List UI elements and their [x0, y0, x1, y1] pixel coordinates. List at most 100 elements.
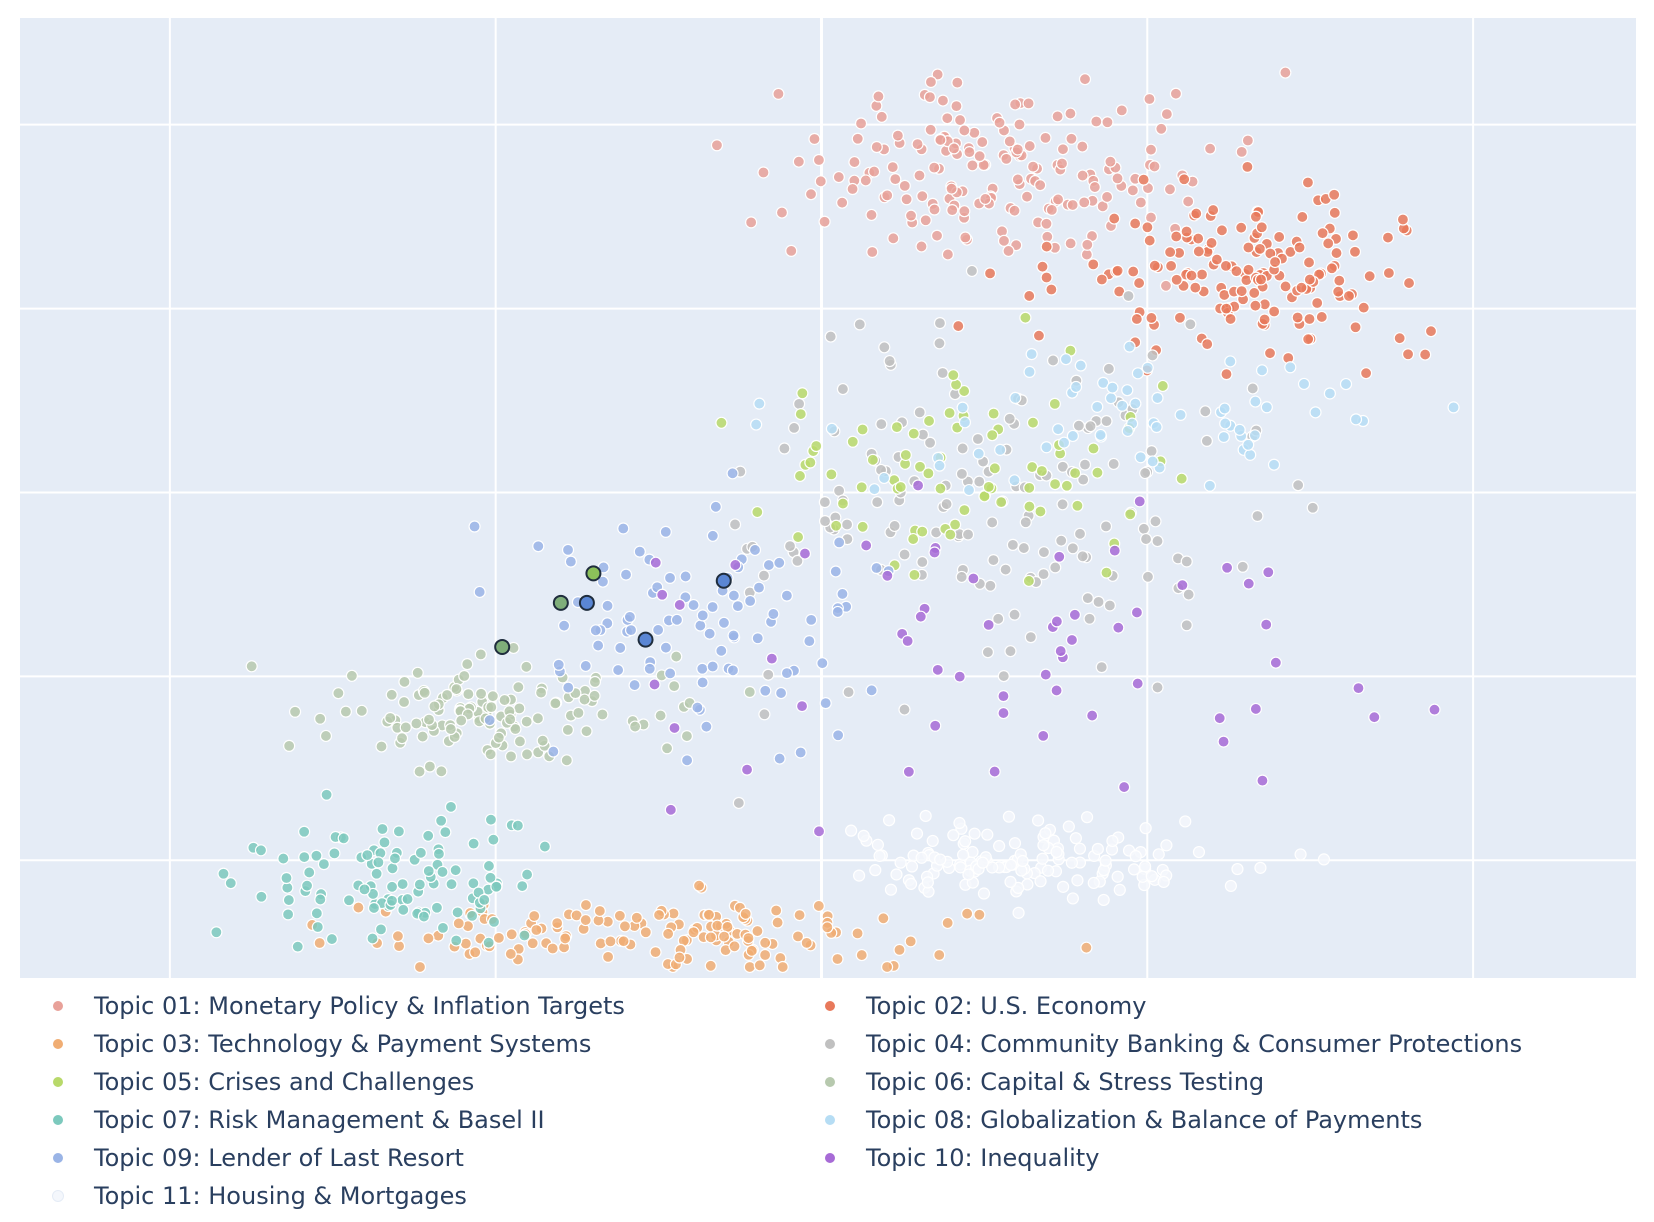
data-point[interactable]	[504, 713, 517, 726]
data-point[interactable]	[919, 214, 932, 227]
data-point[interactable]	[561, 723, 574, 736]
data-point[interactable]	[868, 165, 881, 178]
data-point[interactable]	[759, 948, 772, 962]
legend-item[interactable]: Topic 02: U.S. Economy	[812, 988, 1146, 1024]
data-point[interactable]	[818, 496, 831, 509]
data-point[interactable]	[857, 829, 870, 843]
data-point[interactable]	[1102, 362, 1115, 375]
data-point[interactable]	[916, 555, 929, 569]
data-point[interactable]	[805, 613, 818, 626]
data-point[interactable]	[1034, 875, 1047, 888]
data-point[interactable]	[1068, 608, 1081, 621]
data-point[interactable]	[580, 725, 593, 738]
data-point[interactable]	[894, 856, 907, 869]
data-point[interactable]	[546, 942, 559, 955]
data-point[interactable]	[900, 193, 913, 206]
data-point[interactable]	[1249, 210, 1263, 223]
data-point[interactable]	[946, 204, 959, 217]
data-point[interactable]	[1199, 405, 1212, 418]
data-point[interactable]	[1302, 333, 1315, 346]
data-point[interactable]	[1076, 550, 1089, 563]
data-point[interactable]	[812, 899, 825, 913]
data-point[interactable]	[812, 825, 826, 838]
data-point[interactable]	[929, 719, 942, 732]
data-point[interactable]	[810, 439, 823, 453]
data-point[interactable]	[588, 689, 601, 702]
data-point[interactable]	[224, 877, 237, 890]
data-point[interactable]	[913, 406, 926, 419]
data-point[interactable]	[1036, 852, 1049, 865]
data-point[interactable]	[440, 688, 454, 702]
data-point[interactable]	[1057, 436, 1071, 449]
data-point[interactable]	[1169, 87, 1183, 100]
data-point[interactable]	[652, 908, 666, 922]
data-point[interactable]	[907, 532, 920, 546]
data-point[interactable]	[1141, 221, 1154, 234]
data-point[interactable]	[654, 709, 667, 722]
data-point[interactable]	[745, 944, 758, 957]
data-point[interactable]	[1023, 289, 1036, 303]
data-point[interactable]	[552, 658, 565, 671]
data-point[interactable]	[1012, 906, 1025, 919]
data-point[interactable]	[959, 835, 972, 848]
data-point[interactable]	[531, 712, 545, 725]
data-point[interactable]	[1099, 520, 1113, 533]
data-point[interactable]	[482, 859, 496, 873]
data-point[interactable]	[818, 515, 832, 528]
data-point[interactable]	[1396, 213, 1410, 226]
data-point[interactable]	[1145, 311, 1158, 325]
data-point[interactable]	[536, 734, 549, 747]
data-point[interactable]	[715, 644, 728, 657]
data-point[interactable]	[971, 432, 985, 446]
data-point[interactable]	[255, 890, 268, 903]
data-point[interactable]	[1076, 169, 1089, 182]
data-point[interactable]	[355, 704, 368, 717]
data-point[interactable]	[319, 729, 333, 743]
data-point[interactable]	[1064, 237, 1077, 250]
data-point[interactable]	[298, 825, 311, 838]
data-point[interactable]	[888, 519, 901, 533]
data-point[interactable]	[1179, 815, 1192, 828]
data-point[interactable]	[1180, 619, 1193, 632]
data-point[interactable]	[423, 760, 436, 773]
data-point[interactable]	[1025, 348, 1038, 361]
data-point[interactable]	[694, 619, 707, 632]
data-point[interactable]	[931, 68, 944, 81]
data-point[interactable]	[1091, 400, 1104, 413]
data-point[interactable]	[933, 459, 946, 472]
data-point[interactable]	[372, 856, 385, 869]
data-point[interactable]	[1348, 245, 1362, 258]
data-point[interactable]	[410, 717, 423, 730]
data-point[interactable]	[1328, 188, 1341, 201]
data-point[interactable]	[780, 667, 794, 680]
data-point[interactable]	[950, 100, 963, 113]
data-point[interactable]	[1220, 368, 1233, 381]
data-point[interactable]	[762, 558, 775, 572]
data-point[interactable]	[1235, 221, 1248, 234]
data-point[interactable]	[1130, 606, 1144, 619]
data-point[interactable]	[673, 951, 686, 964]
data-point[interactable]	[765, 652, 778, 665]
data-point[interactable]	[947, 142, 961, 155]
data-point[interactable]	[1349, 321, 1362, 334]
data-point[interactable]	[1150, 420, 1163, 434]
data-point[interactable]	[1306, 501, 1319, 514]
data-point[interactable]	[910, 827, 924, 840]
data-point[interactable]	[469, 946, 482, 959]
data-point[interactable]	[926, 834, 939, 848]
data-point[interactable]	[944, 528, 957, 541]
data-point[interactable]	[878, 341, 891, 354]
data-point[interactable]	[878, 471, 891, 485]
data-point[interactable]	[1069, 832, 1082, 845]
data-point[interactable]	[1020, 190, 1034, 203]
data-point[interactable]	[750, 418, 763, 431]
data-point[interactable]	[798, 547, 812, 560]
data-point[interactable]	[648, 678, 661, 691]
data-point[interactable]	[1066, 198, 1079, 212]
legend-item[interactable]: Topic 08: Globalization & Balance of Pay…	[812, 1102, 1422, 1138]
data-point[interactable]	[1037, 568, 1050, 581]
data-point[interactable]	[775, 206, 789, 219]
data-point[interactable]	[392, 825, 405, 838]
data-point[interactable]	[945, 182, 958, 195]
data-point[interactable]	[1170, 230, 1183, 243]
